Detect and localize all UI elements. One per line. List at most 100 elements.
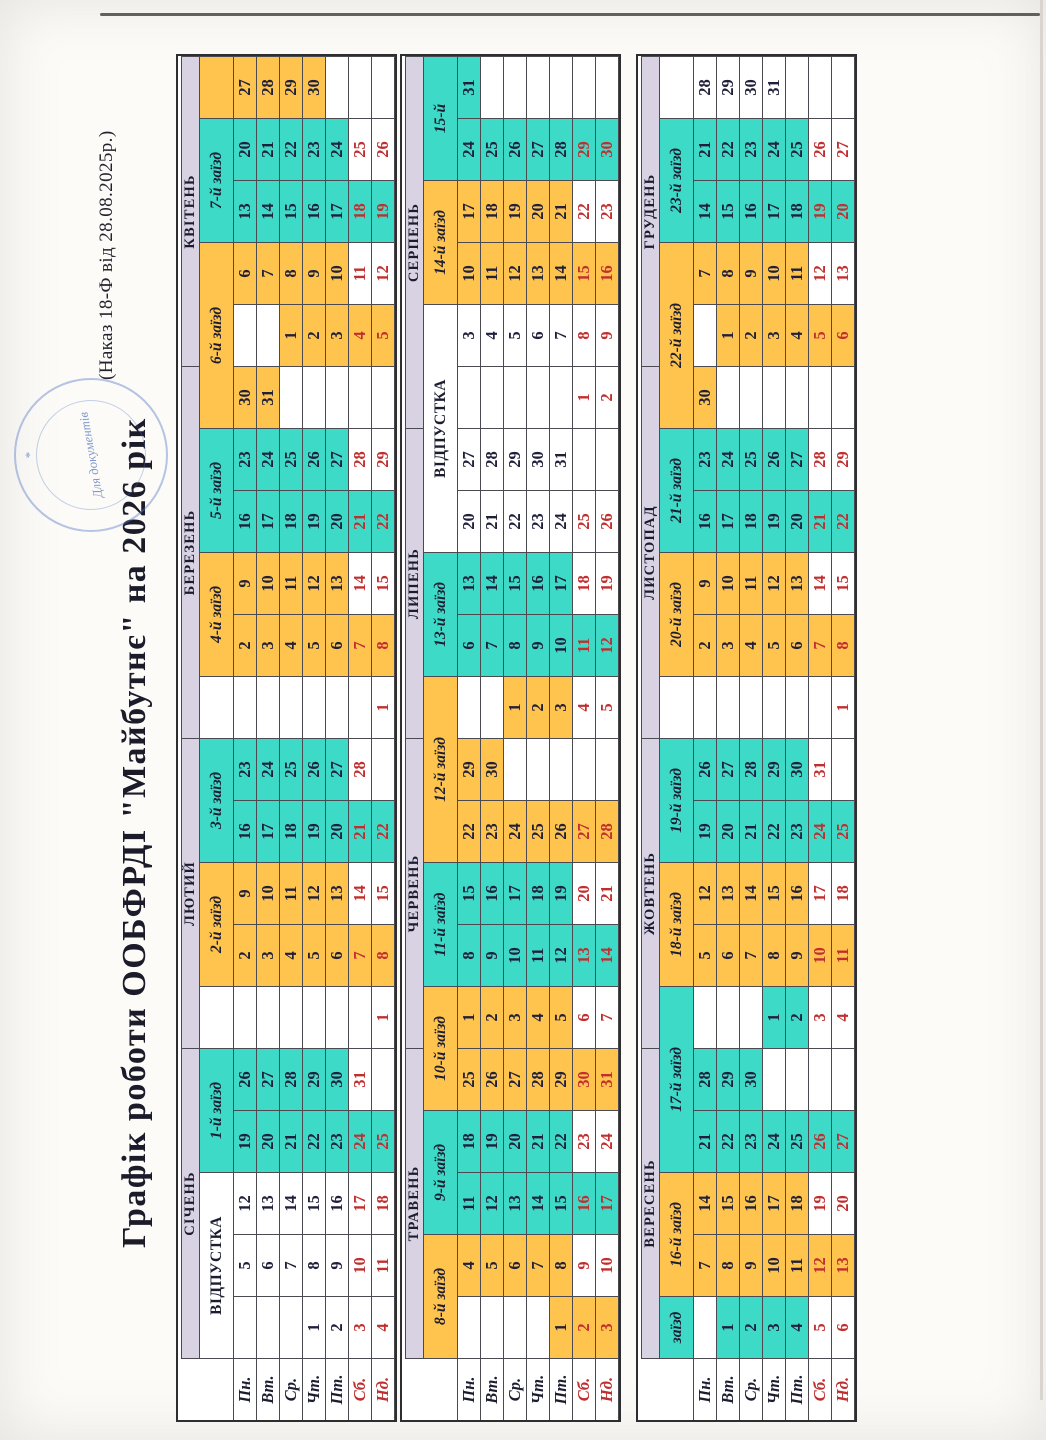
day-cell: 7 bbox=[349, 924, 372, 986]
day-cell: 30 bbox=[740, 56, 763, 118]
zaizd-header: 18-й заїзд bbox=[660, 862, 694, 986]
schedule-table-sep-dec: ВЕРЕСЕНЬ ЖОВТЕНЬ ЛИСТОПАД ГРУДЕНЬ заїзд 16-й … bbox=[636, 54, 857, 1422]
day-cell bbox=[573, 56, 596, 118]
day-cell: 6 bbox=[832, 1296, 855, 1358]
day-cell: 11 bbox=[349, 242, 372, 304]
day-cell bbox=[257, 304, 280, 366]
stamp-star-icon: * bbox=[22, 451, 37, 459]
day-cell bbox=[458, 366, 481, 428]
day-cell: 22 bbox=[372, 800, 395, 862]
day-label: Ср. bbox=[504, 1358, 527, 1420]
day-cell bbox=[504, 738, 527, 800]
day-cell: 25 bbox=[280, 428, 303, 490]
day-cell: 14 bbox=[809, 552, 832, 614]
day-cell: 16 bbox=[786, 862, 809, 924]
day-cell: 21 bbox=[257, 118, 280, 180]
day-cell: 6 bbox=[257, 1234, 280, 1296]
zaizd-header: 14-й заїзд bbox=[424, 180, 458, 304]
day-cell: 13 bbox=[832, 1234, 855, 1296]
day-cell: 27 bbox=[786, 428, 809, 490]
day-cell: 29 bbox=[550, 1048, 573, 1110]
zaizd-header: 19-й заїзд bbox=[660, 738, 694, 862]
day-cell bbox=[550, 738, 573, 800]
day-cell: 12 bbox=[481, 1172, 504, 1234]
day-cell: 24 bbox=[257, 428, 280, 490]
day-cell: 24 bbox=[326, 118, 349, 180]
day-cell: 5 bbox=[596, 676, 619, 738]
day-cell bbox=[694, 986, 717, 1048]
day-cell bbox=[832, 1048, 855, 1110]
day-cell: 25 bbox=[786, 1110, 809, 1172]
zaizd-header-empty bbox=[660, 56, 694, 118]
day-cell: 8 bbox=[763, 924, 786, 986]
day-cell bbox=[717, 366, 740, 428]
day-cell: 2 bbox=[234, 614, 257, 676]
day-cell: 13 bbox=[257, 1172, 280, 1234]
day-cell: 28 bbox=[349, 428, 372, 490]
day-cell: 17 bbox=[257, 800, 280, 862]
day-cell: 5 bbox=[234, 1234, 257, 1296]
day-cell: 17 bbox=[809, 862, 832, 924]
day-cell: 28 bbox=[527, 1048, 550, 1110]
day-cell: 5 bbox=[550, 986, 573, 1048]
day-cell: 11 bbox=[481, 242, 504, 304]
zaizd-header: 8-й заїзд bbox=[424, 1234, 458, 1358]
zaizd-header-empty bbox=[200, 676, 234, 738]
day-cell: 27 bbox=[832, 1110, 855, 1172]
day-cell: 20 bbox=[832, 180, 855, 242]
day-cell: 12 bbox=[303, 552, 326, 614]
day-cell: 15 bbox=[550, 1172, 573, 1234]
day-cell: 3 bbox=[763, 304, 786, 366]
day-cell bbox=[832, 366, 855, 428]
day-cell: 20 bbox=[786, 490, 809, 552]
day-cell bbox=[280, 1296, 303, 1358]
day-cell bbox=[527, 738, 550, 800]
zaizd-header: 23-й заїзд bbox=[660, 118, 694, 242]
day-label: Вт. bbox=[717, 1358, 740, 1420]
day-cell: 27 bbox=[234, 56, 257, 118]
day-cell: 24 bbox=[257, 738, 280, 800]
day-cell: 14 bbox=[550, 242, 573, 304]
day-cell: 22 bbox=[550, 1110, 573, 1172]
day-cell: 6 bbox=[504, 1234, 527, 1296]
day-cell: 11 bbox=[372, 1234, 395, 1296]
day-cell: 30 bbox=[303, 56, 326, 118]
day-cell: 12 bbox=[372, 242, 395, 304]
day-cell: 10 bbox=[809, 924, 832, 986]
day-cell bbox=[527, 366, 550, 428]
day-cell: 12 bbox=[234, 1172, 257, 1234]
day-cell: 20 bbox=[458, 490, 481, 552]
day-cell: 9 bbox=[234, 862, 257, 924]
day-cell: 2 bbox=[786, 986, 809, 1048]
day-cell: 9 bbox=[481, 924, 504, 986]
day-cell: 16 bbox=[740, 1172, 763, 1234]
day-cell: 31 bbox=[763, 56, 786, 118]
day-cell: 16 bbox=[234, 490, 257, 552]
day-cell: 6 bbox=[573, 986, 596, 1048]
day-label: Вт. bbox=[481, 1358, 504, 1420]
day-cell: 9 bbox=[596, 304, 619, 366]
day-cell bbox=[832, 56, 855, 118]
day-cell: 9 bbox=[740, 242, 763, 304]
day-cell bbox=[481, 676, 504, 738]
day-cell: 19 bbox=[303, 490, 326, 552]
day-cell: 14 bbox=[481, 552, 504, 614]
day-cell: 31 bbox=[809, 738, 832, 800]
day-cell: 18 bbox=[786, 1172, 809, 1234]
day-cell: 16 bbox=[234, 800, 257, 862]
day-cell: 6 bbox=[458, 614, 481, 676]
day-cell: 28 bbox=[550, 118, 573, 180]
month-bar-4: ГРУДЕНЬ bbox=[641, 56, 660, 366]
day-cell bbox=[372, 738, 395, 800]
day-cell: 2 bbox=[527, 676, 550, 738]
day-cell bbox=[504, 56, 527, 118]
day-cell: 14 bbox=[257, 180, 280, 242]
day-cell: 19 bbox=[694, 800, 717, 862]
day-cell: 7 bbox=[596, 986, 619, 1048]
day-cell: 17 bbox=[550, 552, 573, 614]
day-cell: 17 bbox=[763, 1172, 786, 1234]
day-cell: 17 bbox=[257, 490, 280, 552]
day-cell: 20 bbox=[234, 118, 257, 180]
day-cell: 17 bbox=[326, 180, 349, 242]
day-cell: 8 bbox=[717, 242, 740, 304]
